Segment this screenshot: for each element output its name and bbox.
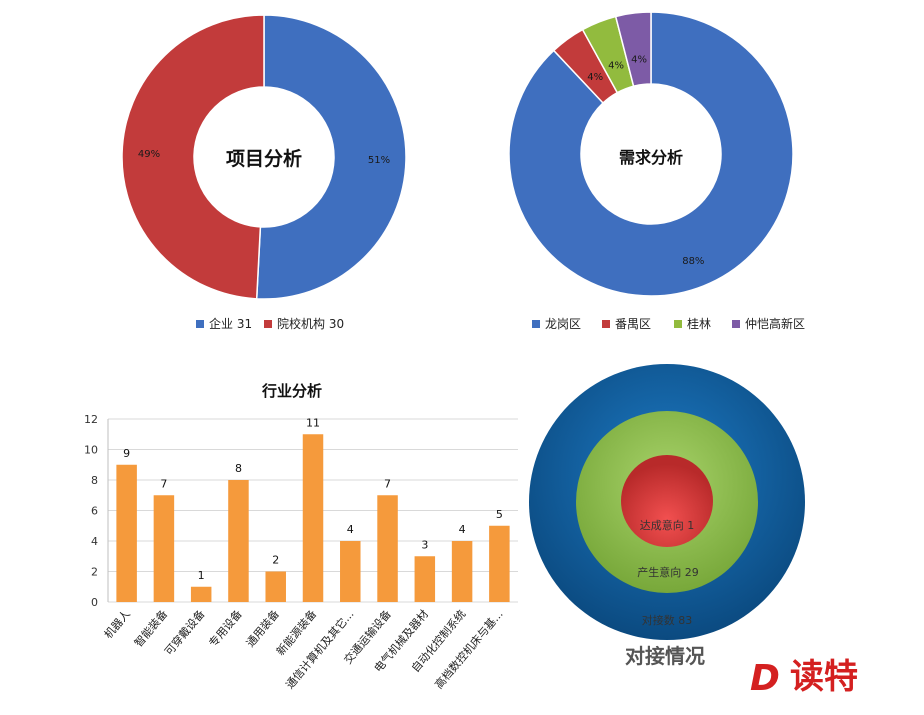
y-tick-label-1: 2 xyxy=(91,566,98,579)
docking-situation-chart: 对接数 83 产生意向 29 达成意向 1 xyxy=(529,364,805,640)
ring-2 xyxy=(621,455,713,547)
bar-value-label-1: 7 xyxy=(160,477,167,490)
bar-10 xyxy=(489,525,510,602)
bar-8 xyxy=(414,556,436,602)
bar-3 xyxy=(228,480,249,602)
demand-analysis-legend: 龙岗区 番禺区 桂林 仲恺高新区 xyxy=(532,316,805,331)
legend-label-3: 仲恺高新区 xyxy=(745,316,805,331)
y-tick-label-3: 6 xyxy=(91,505,98,518)
bar-6 xyxy=(340,541,361,602)
bar-value-label-3: 8 xyxy=(235,462,242,475)
category-label-0: 机器人 xyxy=(101,607,133,641)
bar-value-label-9: 4 xyxy=(459,523,466,536)
y-tick-label-4: 8 xyxy=(91,474,98,487)
slice-0 xyxy=(508,11,794,297)
bar-value-label-0: 9 xyxy=(123,447,130,460)
category-label-10: 高档数控机床与基... xyxy=(432,607,506,691)
category-label-4: 通用装备 xyxy=(243,607,282,650)
bar-value-label-4: 2 xyxy=(272,554,279,567)
bar-1 xyxy=(153,495,175,602)
y-tick-label-2: 4 xyxy=(91,535,98,548)
slice-percent-label-0: 88% xyxy=(682,256,704,267)
bar-value-label-5: 11 xyxy=(306,416,320,429)
legend-label-1: 院校机构 30 xyxy=(277,316,344,331)
project-analysis-legend: 企业 31 院校机构 30 xyxy=(196,316,344,331)
demand-analysis-title: 需求分析 xyxy=(619,148,683,167)
bar-value-label-6: 4 xyxy=(347,523,354,536)
legend-swatch-3 xyxy=(732,320,740,328)
slice-percent-label-1: 49% xyxy=(138,149,160,160)
bar-9 xyxy=(451,541,473,602)
ring-label-2: 达成意向 1 xyxy=(640,518,695,532)
project-analysis-title: 项目分析 xyxy=(226,147,302,170)
legend-swatch-1 xyxy=(602,320,610,328)
bar-0 xyxy=(116,464,137,602)
category-label-3: 专用设备 xyxy=(206,607,245,650)
demand-analysis-donut: 88% 4% 4% 4% xyxy=(508,11,794,297)
legend-swatch-2 xyxy=(674,320,682,328)
category-label-1: 智能装备 xyxy=(131,607,170,650)
legend-swatch-0 xyxy=(532,320,540,328)
ring-label-1: 产生意向 29 xyxy=(637,565,699,579)
legend-swatch-0 xyxy=(196,320,204,328)
legend-label-0: 企业 31 xyxy=(209,316,252,331)
ring-label-0: 对接数 83 xyxy=(642,613,693,627)
bar-7 xyxy=(377,495,398,602)
bar-value-label-8: 3 xyxy=(421,538,428,551)
legend-swatch-1 xyxy=(264,320,272,328)
bar-value-label-7: 7 xyxy=(384,477,391,490)
bar-2 xyxy=(190,586,212,602)
category-label-6: 通信计算机及其它... xyxy=(283,607,357,691)
industry-analysis-title: 行业分析 xyxy=(261,382,322,400)
industry-analysis-bar-chart: 0246810129机器人7智能装备1可穿戴设备8专用设备2通用装备11新能源装… xyxy=(84,413,518,691)
bar-4 xyxy=(265,571,286,602)
y-tick-label-6: 12 xyxy=(84,413,98,426)
slice-3 xyxy=(614,11,652,88)
slice-percent-label-1: 4% xyxy=(587,72,603,83)
legend-label-2: 桂林 xyxy=(687,316,711,331)
project-analysis-donut: 51% 49% xyxy=(121,14,407,300)
bar-5 xyxy=(302,434,324,602)
y-tick-label-0: 0 xyxy=(91,596,98,609)
slice-percent-label-0: 51% xyxy=(368,155,390,166)
legend-label-1: 番禺区 xyxy=(615,317,651,331)
slice-percent-label-3: 4% xyxy=(631,55,647,66)
y-tick-label-5: 10 xyxy=(84,444,98,457)
dute-logo: D 读特 xyxy=(750,657,858,699)
logo-mark: D xyxy=(750,658,780,699)
legend-label-0: 龙岗区 xyxy=(545,317,581,331)
bar-value-label-10: 5 xyxy=(496,508,503,521)
bar-value-label-2: 1 xyxy=(198,569,205,582)
slice-0 xyxy=(255,14,407,300)
docking-situation-title: 对接情况 xyxy=(625,644,705,668)
slice-percent-label-2: 4% xyxy=(608,61,624,72)
logo-text: 读特 xyxy=(790,657,858,697)
slice-1 xyxy=(121,14,265,300)
